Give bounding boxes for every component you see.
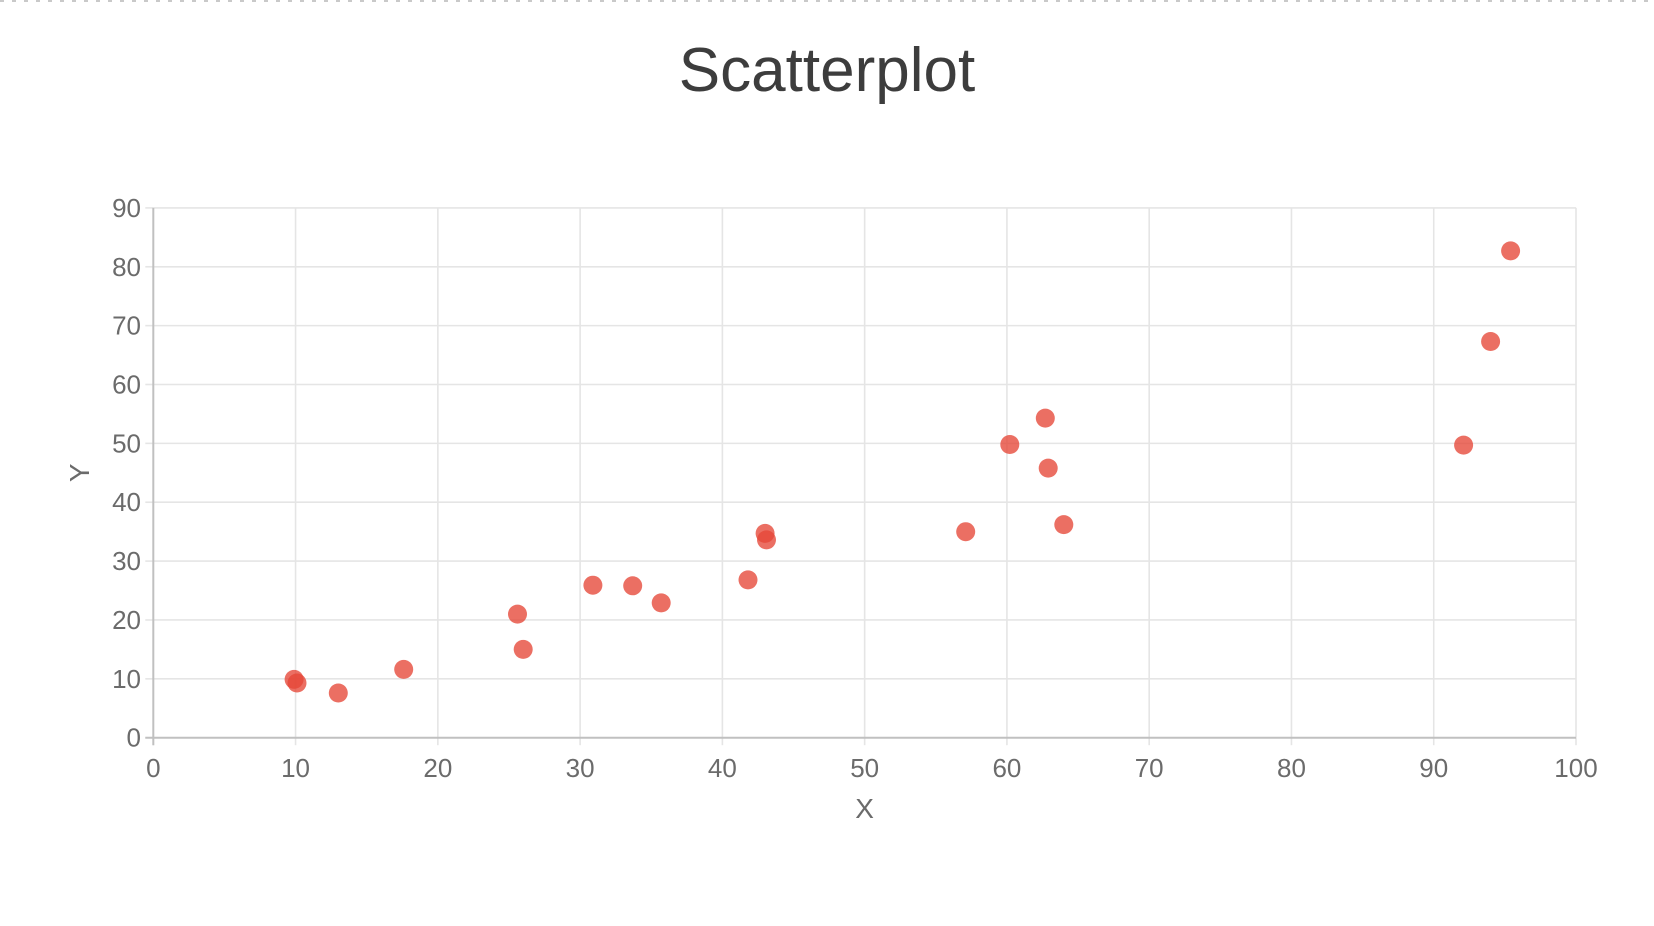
x-tick-label: 40 [708,753,737,783]
data-point [583,575,603,595]
y-tick-label: 80 [112,252,141,282]
y-tick-label: 10 [112,664,141,694]
y-tick-label: 50 [112,428,141,458]
data-point [1035,408,1055,428]
chart-title: Scatterplot [678,36,976,105]
data-point [1501,241,1521,261]
y-axis-title: Y [64,463,95,482]
data-point [623,576,643,596]
data-point [513,639,533,659]
data-point [956,522,976,542]
x-tick-label: 90 [1419,753,1448,783]
data-point [394,659,414,679]
x-tick-label: 100 [1554,753,1597,783]
x-tick-label: 30 [566,753,595,783]
data-point [508,604,527,624]
top-dashed-border [0,0,1654,2]
data-point [328,683,348,703]
data-point [1038,458,1058,478]
y-tick-label: 40 [112,487,141,517]
y-tick-label: 0 [127,723,141,753]
y-tick-label: 30 [112,546,141,576]
data-point [757,530,776,550]
x-tick-label: 80 [1277,753,1306,783]
x-tick-label: 10 [281,753,310,783]
y-tick-label: 90 [112,193,141,223]
x-tick-label: 20 [423,753,452,783]
data-point [1000,435,1020,454]
data-point [1454,435,1474,455]
data-point [287,673,307,693]
y-tick-label: 70 [112,311,141,341]
y-tick-label: 20 [112,605,141,635]
x-tick-label: 70 [1135,753,1164,783]
data-point [1481,332,1501,351]
data-point [651,593,671,613]
data-point [1054,515,1074,535]
x-tick-label: 60 [992,753,1021,783]
data-point [738,570,758,590]
x-axis-title: X [855,793,874,824]
y-tick-label: 60 [112,370,141,400]
x-tick-label: 0 [146,753,160,783]
x-tick-label: 50 [850,753,879,783]
